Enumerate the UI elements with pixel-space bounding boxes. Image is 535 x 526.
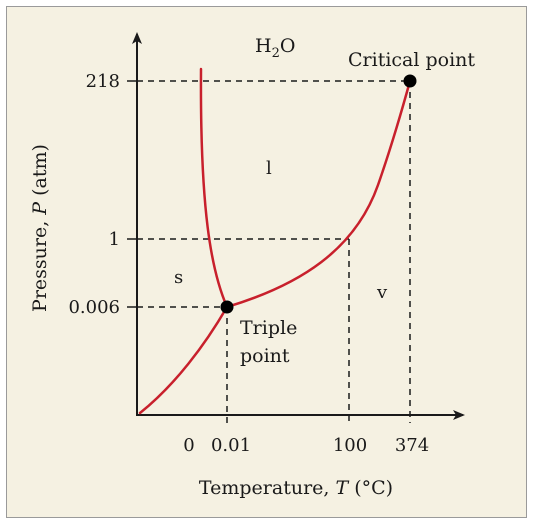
diagram-panel <box>6 6 527 518</box>
y-axis-title: Pressure, P (atm) <box>29 144 51 312</box>
y-tick-label-0006: 0.006 <box>68 297 120 318</box>
x-tick-label-374: 374 <box>395 435 429 456</box>
triple-point-label-line1: Triple <box>240 317 297 339</box>
vaporization-curve <box>225 79 412 309</box>
y-axis-title-var: P <box>29 201 51 216</box>
region-vapor-label: v <box>376 282 388 303</box>
triple-point-marker <box>220 300 234 314</box>
region-solid-label: s <box>174 267 183 288</box>
critical-point-marker <box>403 74 417 88</box>
substance-subscript: 2 <box>272 46 280 61</box>
x-axis-title: Temperature, T (°C) <box>199 477 393 499</box>
y-axis-title-prefix: Pressure, <box>29 215 51 312</box>
substance-label: H2O <box>255 35 295 61</box>
y-tick-label-218: 218 <box>86 71 120 92</box>
y-axis-title-suffix: (atm) <box>29 144 51 202</box>
y-tick-label-1: 1 <box>109 229 120 250</box>
x-tick-label-0: 0 <box>183 435 194 456</box>
x-axis-title-suffix: (°C) <box>348 477 393 499</box>
substance-rest: O <box>280 35 296 57</box>
x-tick-label-100: 100 <box>333 435 367 456</box>
fusion-curve <box>199 67 229 309</box>
triple-point-label-line2: point <box>240 345 290 367</box>
region-liquid-label: l <box>266 158 272 179</box>
x-axis-title-var: T <box>335 477 349 499</box>
x-axis-title-prefix: Temperature, <box>199 477 336 499</box>
substance-base: H <box>255 35 272 57</box>
sublimation-curve <box>138 305 229 415</box>
x-tick-label-001: 0.01 <box>211 435 251 456</box>
critical-point-label: Critical point <box>348 49 475 71</box>
